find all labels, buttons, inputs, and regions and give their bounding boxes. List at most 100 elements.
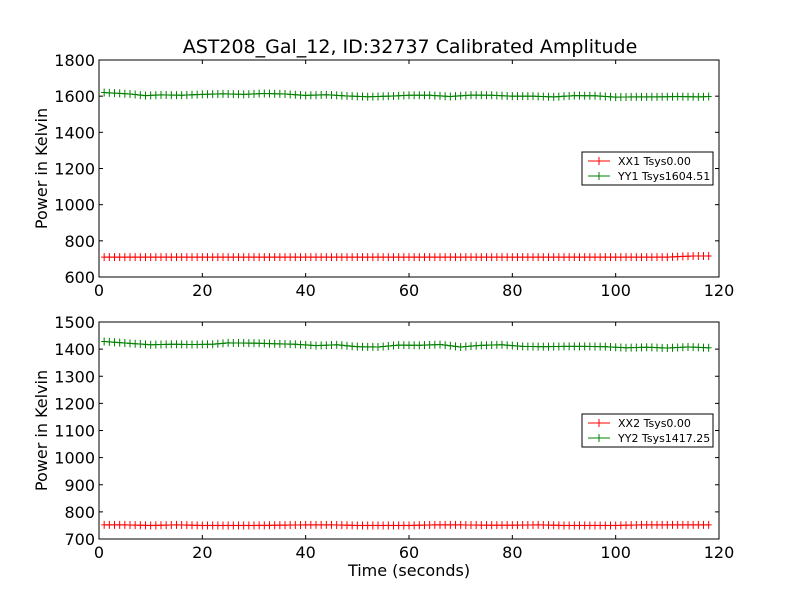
series-marker-1-0 <box>178 521 185 530</box>
y-tick-label-0-4: 1400 <box>54 123 95 142</box>
series-marker-0-1 <box>359 92 366 101</box>
series-marker-1-0 <box>137 521 144 530</box>
series-marker-0-1 <box>468 91 474 100</box>
series-marker-1-0 <box>209 521 216 530</box>
series-marker-0-0 <box>561 253 567 262</box>
x-tick-label-1-2: 40 <box>295 543 315 562</box>
series-marker-0-0 <box>499 253 505 262</box>
series-marker-0-1 <box>364 92 371 101</box>
series-marker-0-0 <box>251 253 257 262</box>
x-tick-label-0-0: 0 <box>94 281 104 300</box>
series-marker-0-1 <box>349 92 356 101</box>
series-marker-0-0 <box>204 253 211 262</box>
series-marker-1-0 <box>251 521 257 530</box>
series-marker-0-0 <box>530 253 536 262</box>
series-marker-1-1 <box>158 340 164 349</box>
series-marker-0-1 <box>566 91 573 100</box>
series-marker-0-0 <box>292 253 299 262</box>
series-marker-0-1 <box>473 91 480 100</box>
series-marker-1-0 <box>261 521 268 530</box>
series-marker-1-0 <box>245 521 252 530</box>
x-tick-label-1-1: 20 <box>192 543 212 562</box>
series-marker-0-0 <box>524 253 531 262</box>
series-marker-1-1 <box>612 343 619 352</box>
series-marker-0-1 <box>509 92 516 101</box>
series-marker-0-0 <box>137 253 144 262</box>
series-marker-0-1 <box>674 92 681 101</box>
series-marker-1-0 <box>416 521 423 530</box>
series-marker-0-1 <box>421 91 428 100</box>
series-marker-1-1 <box>385 342 392 351</box>
series-marker-0-1 <box>142 91 149 100</box>
series-marker-1-1 <box>369 342 376 351</box>
series-marker-1-1 <box>121 338 128 347</box>
series-marker-0-1 <box>173 91 180 100</box>
series-marker-1-1 <box>426 340 433 349</box>
series-marker-0-0 <box>483 253 490 262</box>
y-tick-label-0-3: 1200 <box>54 160 95 179</box>
series-marker-0-0 <box>344 253 350 262</box>
series-marker-0-1 <box>194 90 201 99</box>
series-marker-1-0 <box>442 520 449 529</box>
series-marker-1-0 <box>183 521 190 530</box>
series-marker-0-1 <box>106 88 113 97</box>
x-tick-label-0-2: 40 <box>295 281 315 300</box>
series-marker-0-1 <box>524 92 531 101</box>
series-marker-0-0 <box>168 253 175 262</box>
series-marker-1-0 <box>369 521 376 530</box>
x-tick-label-1-4: 80 <box>502 543 522 562</box>
series-marker-0-0 <box>607 253 614 262</box>
series-marker-1-1 <box>204 340 211 349</box>
series-marker-1-0 <box>690 520 697 529</box>
series-marker-0-1 <box>251 89 257 98</box>
y-tick-label-0-1: 800 <box>64 232 95 251</box>
series-marker-0-0 <box>152 253 159 262</box>
y-tick-label-0-2: 1000 <box>54 196 95 215</box>
series-marker-1-1 <box>535 342 542 351</box>
series-marker-0-1 <box>540 92 547 101</box>
series-marker-1-1 <box>561 342 567 351</box>
series-marker-1-1 <box>106 337 113 346</box>
series-marker-1-0 <box>452 520 459 529</box>
series-marker-0-1 <box>411 91 418 100</box>
series-marker-1-1 <box>602 342 609 351</box>
series-marker-0-1 <box>426 91 433 100</box>
series-marker-0-0 <box>111 253 118 262</box>
series-marker-0-0 <box>235 253 242 262</box>
series-marker-0-1 <box>245 90 252 99</box>
series-marker-1-0 <box>638 520 645 529</box>
series-marker-0-1 <box>302 91 309 100</box>
series-marker-1-1 <box>240 339 247 348</box>
series-marker-0-0 <box>359 253 366 262</box>
series-marker-0-0 <box>338 253 345 262</box>
series-marker-1-0 <box>168 521 175 530</box>
series-marker-1-1 <box>571 342 578 351</box>
series-marker-0-1 <box>478 91 485 100</box>
series-marker-0-0 <box>473 253 480 262</box>
series-marker-1-0 <box>607 521 614 530</box>
series-marker-0-0 <box>297 253 304 262</box>
series-marker-1-1 <box>313 341 319 350</box>
series-marker-0-0 <box>468 253 474 262</box>
series-marker-0-0 <box>421 253 428 262</box>
series-marker-0-1 <box>493 91 500 100</box>
series-marker-1-1 <box>127 339 133 348</box>
series-marker-1-1 <box>695 343 702 352</box>
series-marker-0-0 <box>628 253 635 262</box>
series-marker-1-0 <box>700 520 707 529</box>
series-marker-1-0 <box>705 520 712 529</box>
series-marker-0-1 <box>602 92 609 101</box>
series-marker-0-0 <box>452 253 459 262</box>
series-marker-0-1 <box>416 91 423 100</box>
series-marker-0-0 <box>690 252 697 261</box>
series-marker-1-1 <box>338 341 345 350</box>
y-axis-title-1: Power in Kelvin <box>32 370 51 491</box>
series-marker-1-0 <box>152 521 159 530</box>
series-marker-0-1 <box>152 91 159 100</box>
series-marker-1-1 <box>214 339 221 348</box>
series-marker-1-1 <box>519 342 526 351</box>
series-marker-0-1 <box>375 92 381 101</box>
series-marker-1-0 <box>679 520 686 529</box>
series-marker-1-0 <box>328 520 335 529</box>
